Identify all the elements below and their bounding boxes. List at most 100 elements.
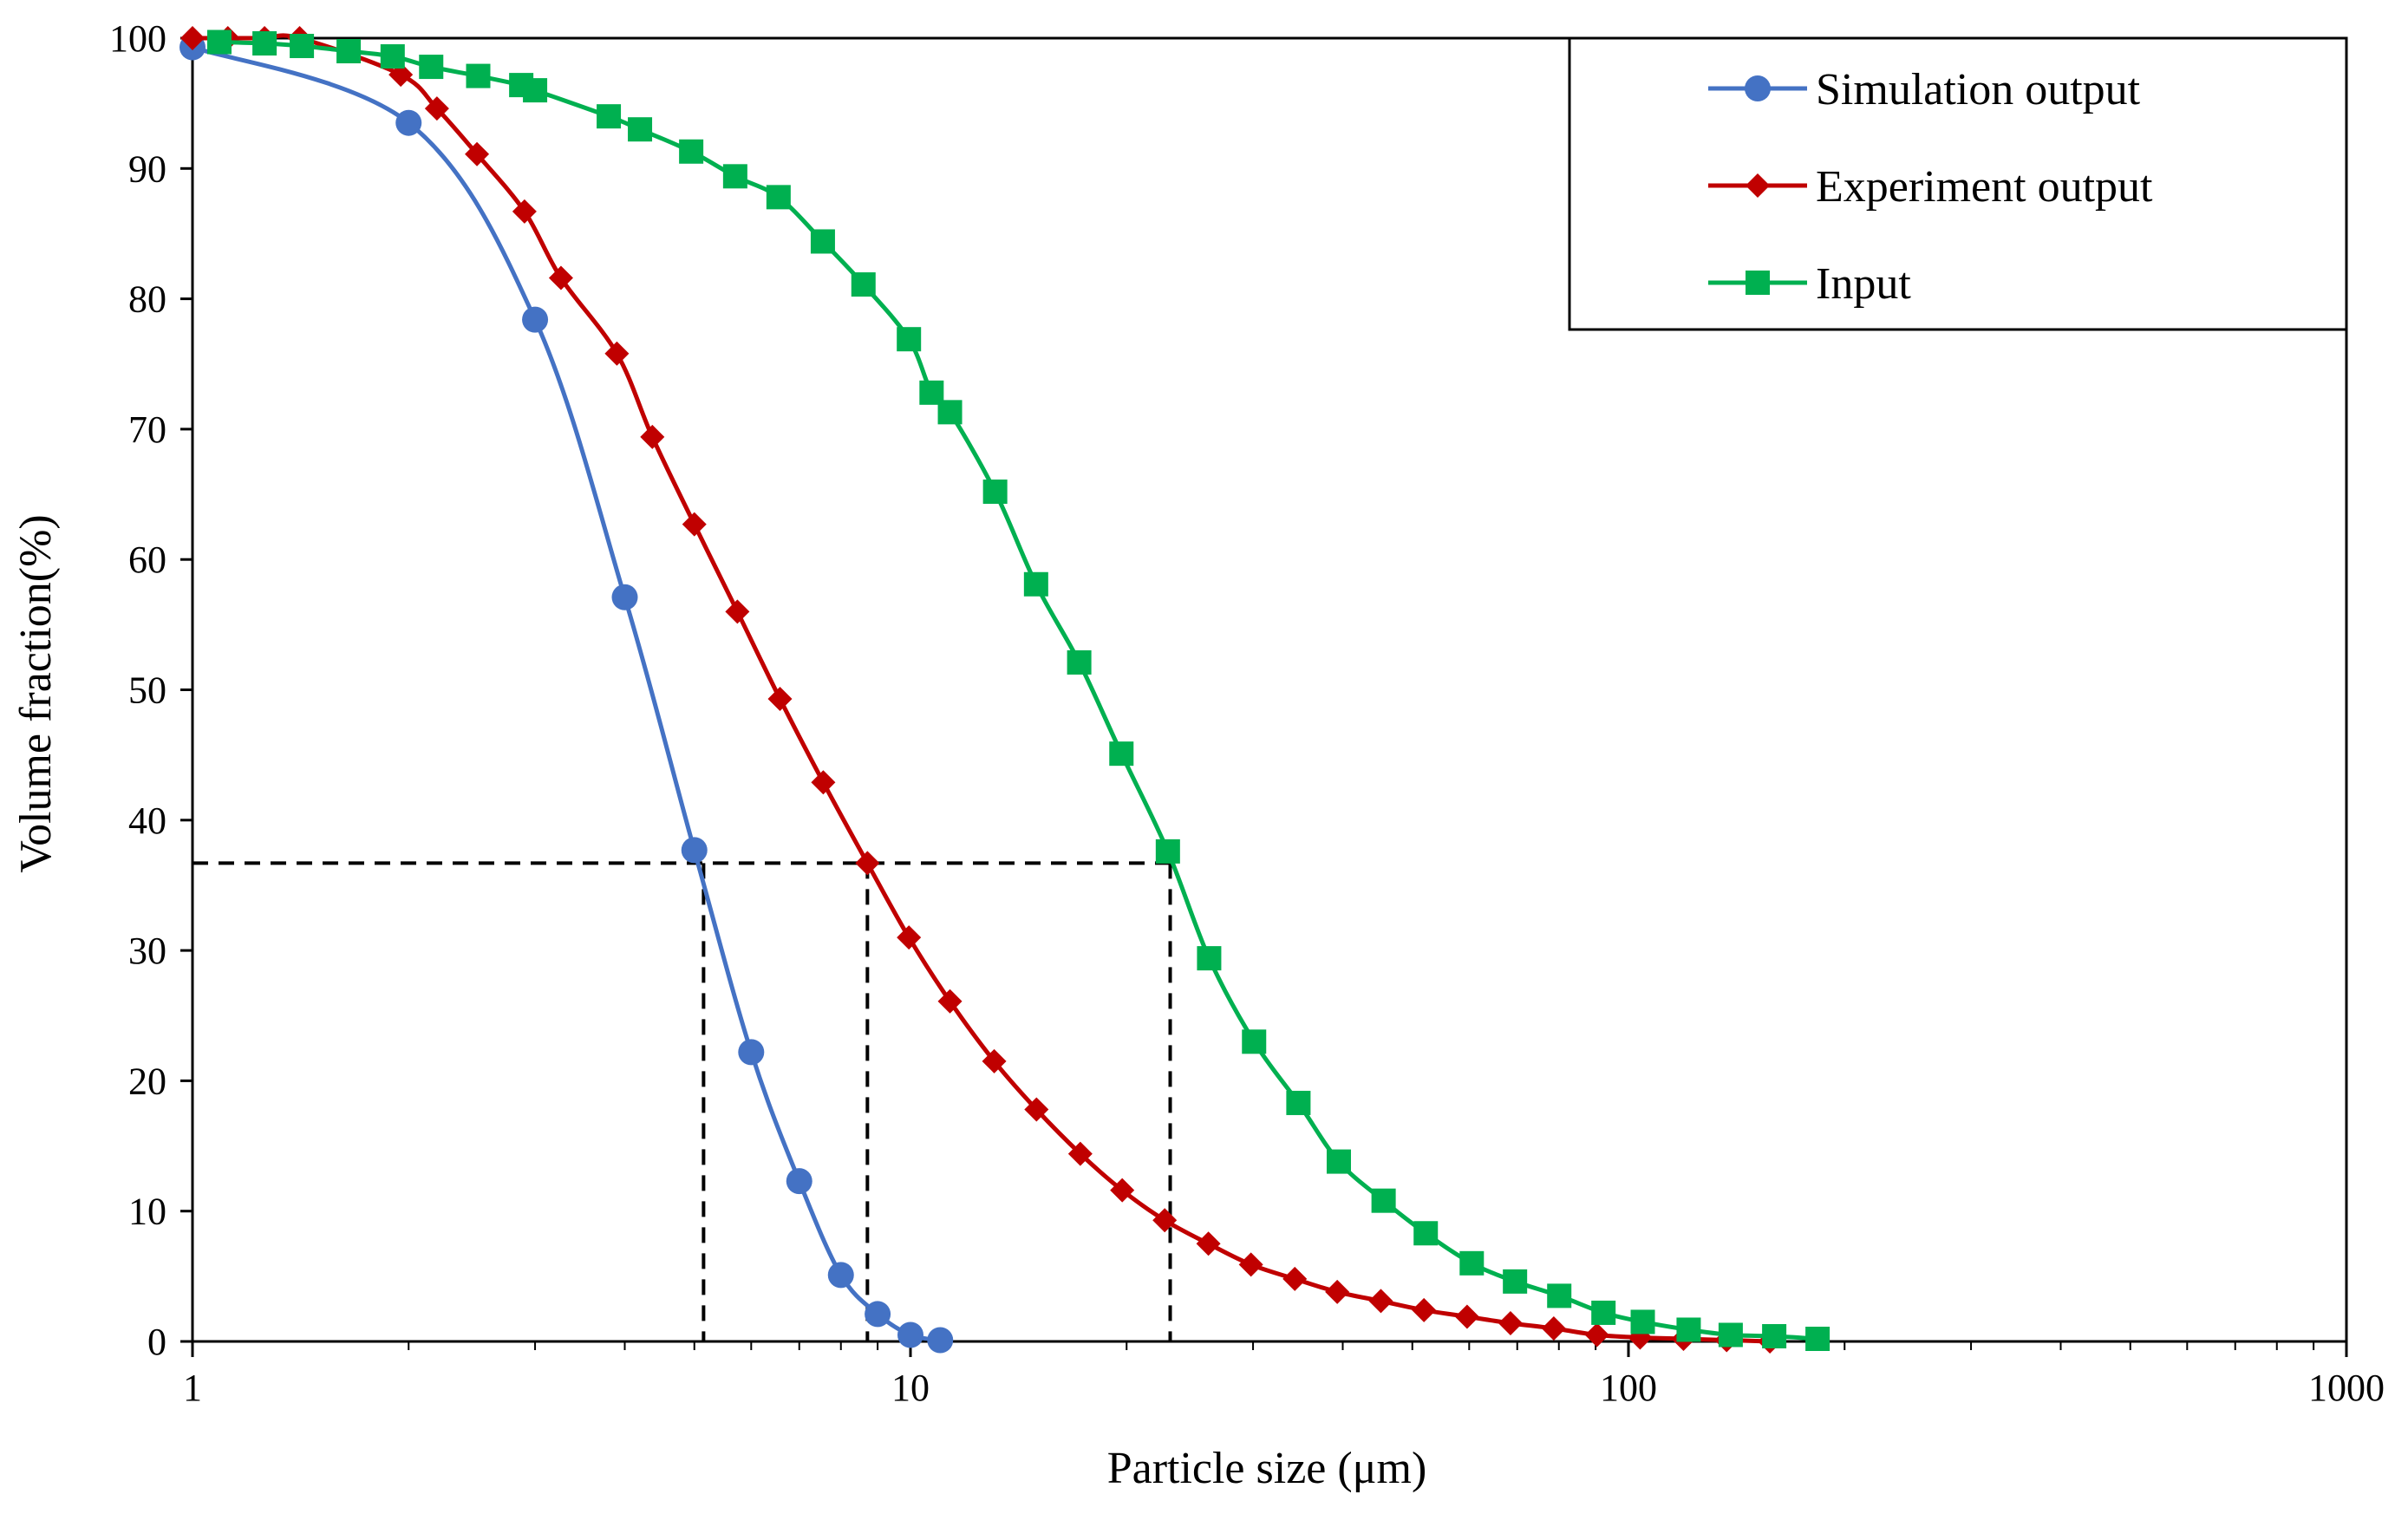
data-point <box>811 770 836 795</box>
legend: Simulation output Experiment output Input <box>1568 36 2348 331</box>
reference-lines <box>193 861 1172 1341</box>
data-point <box>1326 1149 1351 1174</box>
legend-item-input: Input <box>1708 259 1911 309</box>
data-point <box>1371 1188 1396 1213</box>
series-input <box>206 29 1830 1351</box>
legend-item-simulation-output: Simulation output <box>1708 65 2141 114</box>
series-line-experiment-output <box>192 33 1771 1344</box>
data-point <box>1503 1269 1528 1294</box>
data-point <box>1459 1250 1485 1276</box>
x-axis: 1 10 100 1000 <box>183 1341 2385 1409</box>
data-point <box>1067 649 1092 675</box>
data-point <box>466 63 491 88</box>
data-point <box>604 341 630 366</box>
data-point <box>682 512 707 537</box>
data-point <box>937 989 963 1014</box>
legend-label: Input <box>1816 259 1911 309</box>
y-tick-label: 40 <box>128 799 166 842</box>
y-tick-label: 100 <box>109 17 166 60</box>
y-tick-label: 80 <box>128 278 166 321</box>
data-point <box>1155 839 1180 864</box>
data-point <box>512 199 537 224</box>
x-tick-label: 1 <box>183 1367 202 1409</box>
data-point <box>1676 1317 1701 1342</box>
y-axis-title: Volume fraction(%) <box>11 514 61 872</box>
data-point <box>738 1039 765 1066</box>
data-point <box>897 1321 923 1348</box>
data-point <box>336 39 362 64</box>
data-point <box>1591 1300 1616 1325</box>
data-point <box>548 265 573 290</box>
legend-swatch-marker <box>1745 75 1771 101</box>
y-tick-label: 60 <box>128 538 166 581</box>
data-point <box>827 1262 854 1289</box>
data-point <box>611 584 638 610</box>
data-point <box>522 306 549 333</box>
data-point <box>1762 1323 1787 1348</box>
x-axis-title: Particle size (μm) <box>1107 1444 1427 1493</box>
data-point <box>419 55 444 80</box>
data-point <box>855 851 880 876</box>
data-point <box>1023 571 1048 597</box>
data-point <box>465 141 490 166</box>
x-tick-label: 100 <box>1600 1367 1657 1409</box>
y-axis: 0 10 20 30 40 50 60 70 80 90 100 <box>109 17 193 1363</box>
data-point <box>628 117 653 142</box>
y-tick-label: 90 <box>128 147 166 190</box>
data-point <box>810 229 835 254</box>
data-point <box>597 104 622 129</box>
series-layer <box>179 26 1830 1354</box>
data-point <box>1368 1289 1393 1314</box>
data-point <box>937 400 963 425</box>
data-point <box>1630 1309 1655 1335</box>
y-tick-label: 30 <box>128 930 166 972</box>
data-point <box>1584 1322 1609 1348</box>
data-point <box>722 164 747 189</box>
series-simulation-output <box>179 34 954 1354</box>
legend-label: Experiment output <box>1816 162 2153 212</box>
x-tick-label: 1000 <box>2308 1367 2385 1409</box>
data-point <box>851 272 876 297</box>
y-tick-label: 10 <box>128 1191 166 1233</box>
data-point <box>523 78 548 103</box>
data-point <box>766 185 791 210</box>
data-point <box>1152 1208 1178 1233</box>
data-point <box>865 1301 891 1328</box>
y-tick-label: 70 <box>128 408 166 451</box>
data-point <box>1286 1090 1311 1115</box>
legend-swatch-marker <box>1746 271 1770 295</box>
data-point <box>767 687 793 712</box>
legend-box <box>1568 36 2348 331</box>
data-point <box>640 424 665 449</box>
data-point <box>380 44 405 69</box>
data-point <box>681 837 708 864</box>
data-point <box>1196 1231 1221 1256</box>
data-point <box>982 480 1008 505</box>
data-point <box>290 34 315 59</box>
series-experiment-output <box>180 26 1783 1354</box>
data-point <box>897 327 922 352</box>
x-tick-label: 10 <box>891 1367 930 1409</box>
data-point <box>1110 1178 1135 1203</box>
data-point <box>897 925 922 950</box>
data-point <box>679 139 704 164</box>
data-point <box>927 1327 954 1354</box>
data-point <box>1718 1322 1743 1348</box>
data-point <box>180 26 205 50</box>
data-point <box>1547 1283 1572 1308</box>
legend-item-experiment-output: Experiment output <box>1708 162 2153 212</box>
y-tick-label: 20 <box>128 1060 166 1102</box>
data-point <box>982 1048 1007 1074</box>
y-tick-label: 50 <box>128 669 166 712</box>
data-point <box>395 109 422 136</box>
data-point <box>1498 1310 1523 1335</box>
data-point <box>1413 1221 1439 1246</box>
data-point <box>1454 1304 1479 1329</box>
data-point <box>1805 1326 1830 1351</box>
legend-swatch-marker <box>1746 173 1770 198</box>
data-point <box>786 1168 812 1195</box>
data-point <box>1109 741 1134 767</box>
legend-label: Simulation output <box>1816 65 2141 114</box>
data-point <box>1067 1141 1093 1166</box>
